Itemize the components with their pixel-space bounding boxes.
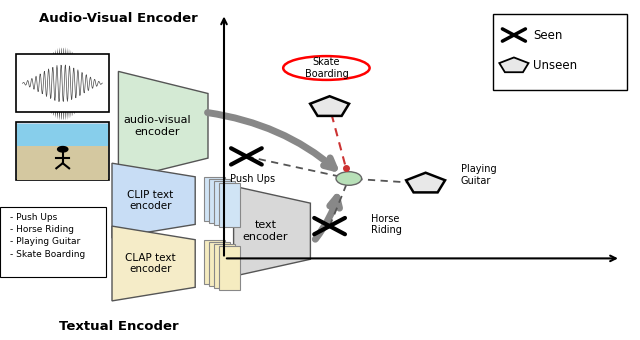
Text: CLIP text
encoder: CLIP text encoder bbox=[127, 190, 173, 211]
FancyBboxPatch shape bbox=[493, 14, 627, 90]
Polygon shape bbox=[118, 71, 208, 180]
FancyBboxPatch shape bbox=[214, 181, 236, 225]
FancyBboxPatch shape bbox=[209, 179, 230, 223]
Polygon shape bbox=[310, 96, 349, 116]
Text: Textual Encoder: Textual Encoder bbox=[59, 320, 178, 333]
FancyBboxPatch shape bbox=[209, 242, 230, 286]
Polygon shape bbox=[406, 173, 445, 192]
Text: Skate
Boarding: Skate Boarding bbox=[305, 57, 348, 79]
Text: Playing
Guitar: Playing Guitar bbox=[461, 164, 497, 186]
Text: Push Ups: Push Ups bbox=[230, 174, 275, 184]
Polygon shape bbox=[112, 163, 195, 238]
FancyBboxPatch shape bbox=[0, 207, 106, 277]
FancyBboxPatch shape bbox=[17, 124, 108, 146]
FancyBboxPatch shape bbox=[219, 246, 241, 290]
FancyBboxPatch shape bbox=[204, 177, 225, 221]
Circle shape bbox=[58, 147, 68, 152]
FancyBboxPatch shape bbox=[16, 122, 109, 180]
FancyBboxPatch shape bbox=[214, 244, 236, 288]
Polygon shape bbox=[499, 57, 529, 72]
FancyBboxPatch shape bbox=[17, 146, 108, 180]
Text: Audio-Visual Encoder: Audio-Visual Encoder bbox=[39, 12, 198, 25]
Circle shape bbox=[336, 172, 362, 185]
FancyBboxPatch shape bbox=[204, 240, 225, 284]
Polygon shape bbox=[234, 186, 310, 276]
Text: Unseen: Unseen bbox=[533, 59, 577, 72]
FancyBboxPatch shape bbox=[219, 183, 241, 227]
Ellipse shape bbox=[283, 56, 370, 80]
Text: Seen: Seen bbox=[533, 29, 563, 41]
Text: CLAP text
encoder: CLAP text encoder bbox=[125, 253, 176, 274]
Text: text
encoder: text encoder bbox=[243, 220, 289, 242]
Polygon shape bbox=[112, 226, 195, 301]
Text: audio-visual
encoder: audio-visual encoder bbox=[123, 115, 191, 137]
Text: Horse
Riding: Horse Riding bbox=[371, 214, 402, 235]
FancyBboxPatch shape bbox=[16, 54, 109, 112]
Text: - Push Ups
- Horse Riding
- Playing Guitar
- Skate Boarding: - Push Ups - Horse Riding - Playing Guit… bbox=[10, 212, 85, 259]
